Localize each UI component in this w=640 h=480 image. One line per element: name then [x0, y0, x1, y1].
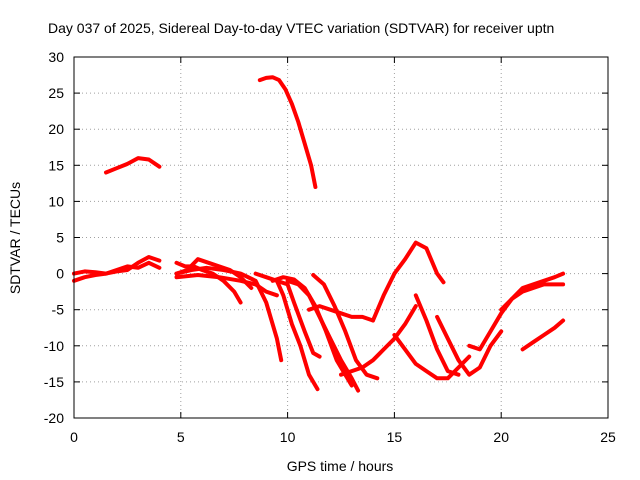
- series-line-s01: [104, 156, 162, 175]
- y-tick-label: 20: [48, 121, 64, 137]
- series-line-s07: [174, 265, 284, 363]
- x-tick-label: 25: [600, 429, 616, 445]
- y-tick-label: 10: [48, 193, 64, 209]
- y-tick-label: -10: [44, 338, 64, 354]
- x-tick-label: 10: [280, 429, 296, 445]
- series-line-s12: [285, 278, 361, 393]
- series-line-s16: [371, 240, 446, 323]
- series-line-s17: [392, 333, 472, 381]
- series-line-s18: [413, 293, 461, 377]
- y-tick-label: 25: [48, 85, 64, 101]
- series-line-s06: [174, 257, 254, 290]
- plot-frame: [73, 56, 609, 419]
- series-line-s21: [499, 282, 566, 312]
- series-line-s19: [435, 314, 504, 377]
- x-axis-label: GPS time / hours: [287, 458, 394, 474]
- series-line-s08: [174, 273, 279, 298]
- x-tick-label: 15: [387, 429, 403, 445]
- y-tick-label: -15: [44, 374, 64, 390]
- x-tick-label: 20: [493, 429, 509, 445]
- y-tick-label: 5: [56, 230, 64, 246]
- chart-title: Day 037 of 2025, Sidereal Day-to-day VTE…: [48, 20, 554, 36]
- series-line-s15: [339, 304, 418, 377]
- series-line-s13: [307, 304, 375, 323]
- grid: [74, 57, 608, 418]
- y-tick-label: 30: [48, 49, 64, 65]
- x-tick-label: 0: [70, 429, 78, 445]
- y-tick-label: -20: [44, 410, 64, 426]
- series-line-s09: [253, 271, 320, 392]
- series-line-s22: [520, 318, 566, 352]
- y-tick-label: 15: [48, 157, 64, 173]
- series-line-s05: [174, 260, 243, 305]
- series-line-s02: [257, 75, 318, 189]
- series-line-s04: [72, 260, 162, 276]
- series-line-s10: [274, 278, 322, 359]
- y-tick-label: -5: [52, 302, 65, 318]
- series-group: [72, 75, 566, 393]
- x-tick-label: 5: [177, 429, 185, 445]
- series-line-s14: [311, 273, 380, 381]
- y-tick-label: 0: [56, 266, 64, 282]
- y-axis-label: SDTVAR / TECUs: [7, 182, 23, 294]
- tick-labels: 0 5 10 15 20 25 -20 -15 -10 -5 0 5 10 15 20 25 30: [44, 49, 616, 445]
